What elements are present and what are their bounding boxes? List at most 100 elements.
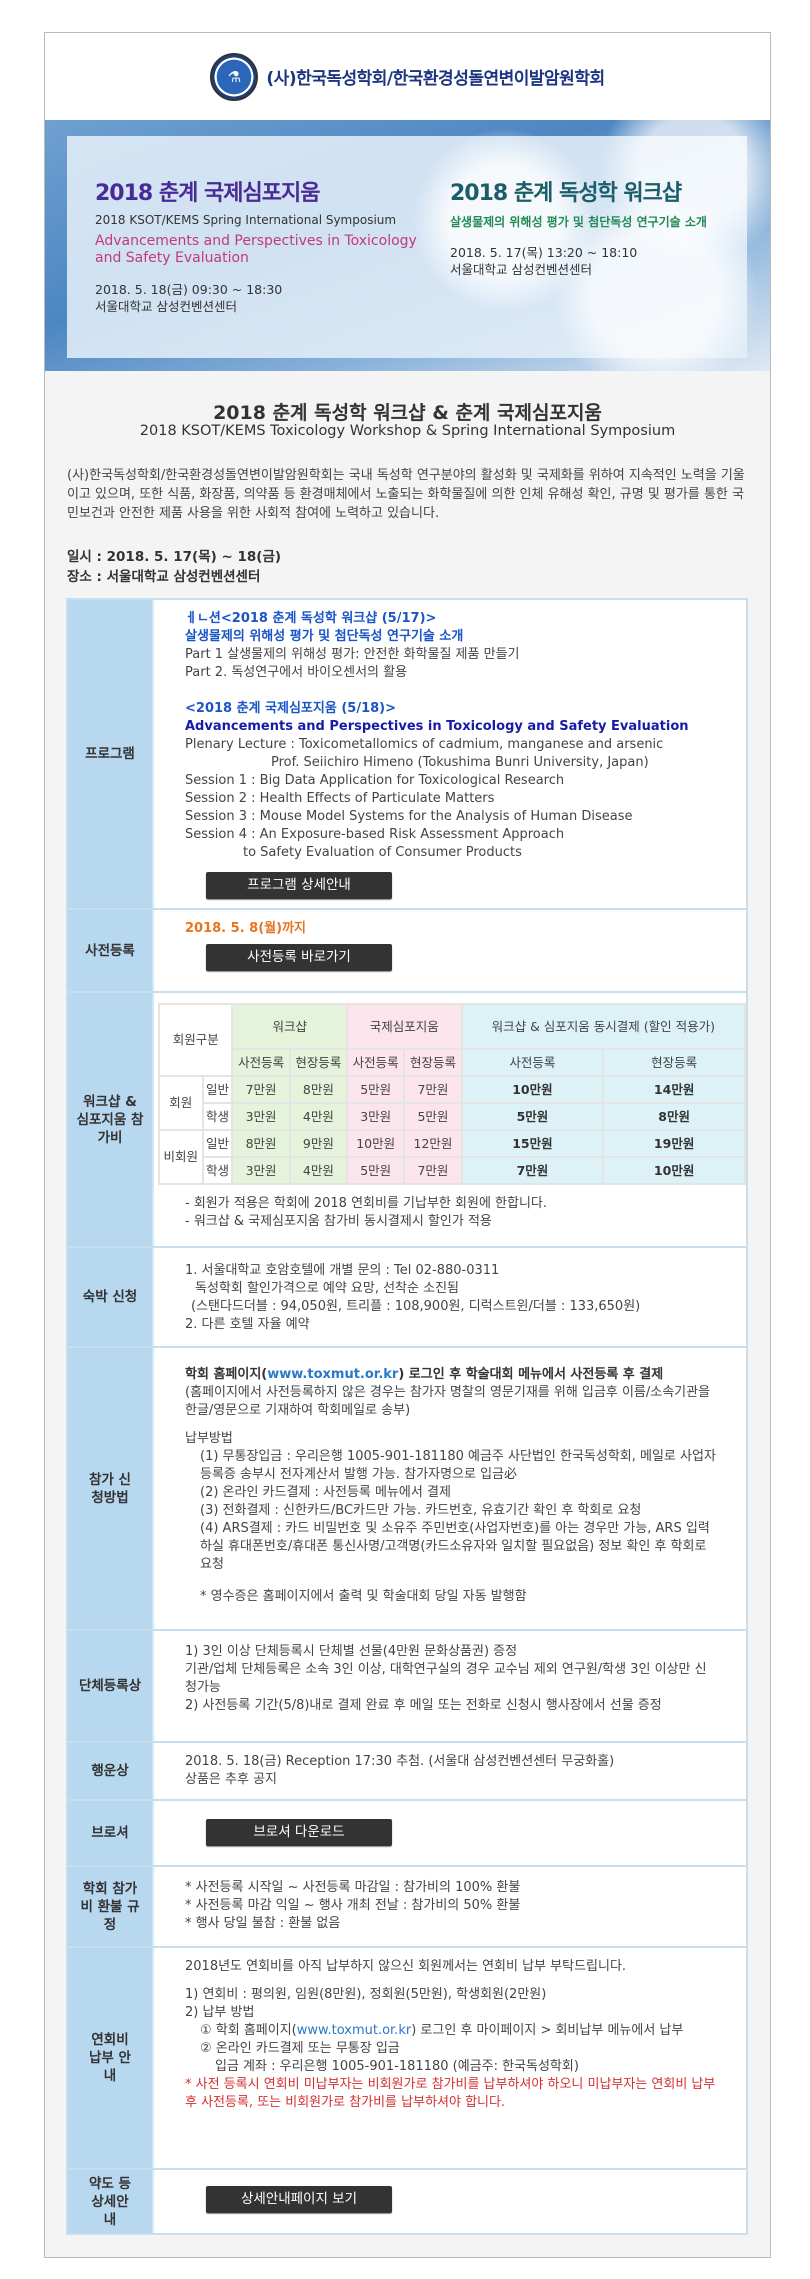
row-annual-dues: 연회비 납부 안내 2018년도 연회비를 아직 납부하지 않으신 회원께서는 …: [68, 1948, 746, 2170]
fee-cell: 14만원: [602, 1075, 746, 1104]
homepage-link[interactable]: www.toxmut.or.kr: [267, 1367, 399, 1382]
fee-cell: 8만원: [288, 1075, 349, 1104]
lodging-line: 2. 다른 호텔 자율 예약: [185, 1317, 310, 1332]
fee-row: 학생 3만원 4만원 3만원 5만원 5만원 8만원: [159, 1102, 746, 1131]
org-name: (사)한국독성학회/한국환경성돌연변이발암원학회: [266, 69, 605, 89]
fee-cell: 9만원: [288, 1129, 349, 1158]
brochure-download-button[interactable]: 브로셔 다운로드: [206, 1819, 392, 1846]
session: Session 3 : Mouse Model Systems for the …: [185, 809, 633, 824]
page-title: 2018 춘계 독성학 워크샵 & 춘계 국제심포지움: [213, 402, 602, 424]
banner-symposium-subtitle: 2018 KSOT/KEMS Spring International Symp…: [95, 213, 397, 227]
event-banner: 2018 춘계 국제심포지움 2018 KSOT/KEMS Spring Int…: [45, 120, 770, 371]
banner-workshop-title: 2018 춘계 독성학 워크샵: [450, 181, 682, 206]
event-venue: 장소 : 서울대학교 삼성컨벤션센터: [67, 569, 261, 585]
fee-cell: 5만원: [346, 1156, 406, 1185]
row-label: 프로그램: [68, 600, 154, 908]
banner-workshop-venue: 서울대학교 삼성컨벤션센터: [450, 262, 592, 277]
fee-row: 비회원 일반 8만원 9만원 10만원 12만원 15만원 19만원: [158, 1129, 746, 1185]
method: (1) 무통장입금 : 우리은행 1005-901-181180 예금주 사단법…: [200, 1449, 716, 1482]
plenary-lecture: Plenary Lecture : Toxicometallomics of c…: [185, 737, 664, 752]
fee-table: 회원구분 워크샵 국제심포지움 워크샵 & 심포지움 동시결제 (할인 적용가)…: [157, 1003, 747, 1185]
header-member-type: 회원구분: [157, 1003, 234, 1077]
refund-line: * 사전등록 마감 익일 ~ 행사 개최 전날 : 참가비의 50% 환불: [185, 1898, 521, 1913]
fee-row: 학생 3만원 4만원 5만원 7만원 7만원 10만원: [159, 1156, 746, 1185]
fee-cell: 12만원: [403, 1129, 463, 1158]
intro-paragraph: (사)한국독성학회/한국환경성돌연변이발암원학회는 국내 독성학 연구분야의 활…: [67, 468, 745, 521]
methods-title: 납부방법: [185, 1431, 233, 1446]
kind-student: 학생: [201, 1156, 234, 1185]
fee-cell: 15만원: [460, 1129, 605, 1158]
header-combined: 워크샵 & 심포지움 동시결제 (할인 적용가): [460, 1003, 747, 1050]
row-label: 단체등록상: [68, 1631, 154, 1741]
method: (2) 온라인 카드결제 : 사전등록 메뉴에서 결제: [200, 1485, 451, 1500]
lucky-line: 2018. 5. 18(금) Reception 17:30 추첨. (서울대 …: [185, 1754, 615, 1769]
fee-cell: 8만원: [231, 1129, 291, 1158]
fee-cell: 4만원: [288, 1102, 349, 1131]
row-fees: 워크샵 & 심포지움 참가비 회원구분 워크샵 국제심포지움 워크샵 & 심포지…: [68, 993, 747, 1248]
cherry-blossom-image: [390, 120, 770, 371]
fee-note: - 워크샵 & 국제심포지움 참가비 동시결제시 할인가 적용: [185, 1214, 492, 1229]
workshop-heading: ㅔㄴ션<2018 춘계 독성학 워크샵 (5/17)>: [185, 611, 437, 626]
fee-cell: 10만원: [460, 1075, 605, 1104]
receipt-note: * 영수증은 홈페이지에서 출력 및 학술대회 당일 자동 발행함: [200, 1589, 527, 1604]
lodging-line: 1. 서울대학교 호암호텔에 개별 문의 : Tel 02-880-0311: [185, 1263, 500, 1278]
row-brochure: 브로셔 브로셔 다운로드: [68, 1801, 746, 1867]
fee-cell: 7만원: [231, 1075, 291, 1104]
banner-symposium: 2018 춘계 국제심포지움 2018 KSOT/KEMS Spring Int…: [95, 175, 435, 315]
banner-symposium-theme: Advancements and Perspectives in Toxicol…: [95, 233, 417, 266]
fee-cell: 10만원: [602, 1156, 746, 1185]
header-pre: 사전등록: [231, 1048, 291, 1077]
fee-cell: 7만원: [460, 1156, 605, 1185]
session: Session 1 : Big Data Application for Tox…: [185, 773, 565, 788]
group-member: 회원: [158, 1075, 204, 1131]
fee-cell: 10만원: [346, 1129, 406, 1158]
dues-method-1-cont: ) 로그인 후 마이페이지 > 회비납부 메뉴에서 납부: [411, 2023, 684, 2038]
header-onsite: 현장등록: [602, 1048, 746, 1077]
row-label: 워크샵 & 심포지움 참가비: [68, 993, 154, 1246]
fee-cell: 3만원: [346, 1102, 406, 1131]
fee-cell: 7만원: [403, 1156, 463, 1185]
details-page-button[interactable]: 상세안내페이지 보기: [206, 2186, 392, 2213]
header-workshop: 워크샵: [231, 1003, 349, 1050]
dues-method-2: ② 온라인 카드결제 또는 무통장 입금: [200, 2041, 400, 2056]
banner-workshop-subtitle: 살생물제의 위해성 평가 및 첨단독성 연구기술 소개: [450, 215, 707, 229]
fee-cell: 3만원: [231, 1102, 291, 1131]
session: Session 2 : Health Effects of Particulat…: [185, 791, 495, 806]
banner-workshop: 2018 춘계 독성학 워크샵 살생물제의 위해성 평가 및 첨단독성 연구기술…: [450, 175, 750, 278]
group-line: 1) 3인 이상 단체등록시 단체별 선물(4만원 문화상품권) 증정: [185, 1644, 518, 1659]
society-logo: ⚗: [210, 52, 259, 101]
fee-cell: 5만원: [346, 1075, 406, 1104]
header-pre: 사전등록: [460, 1048, 605, 1077]
program-details-button[interactable]: 프로그램 상세안내: [206, 872, 392, 899]
kind-general: 일반: [201, 1075, 234, 1104]
dues-warning: * 사전 등록시 연회비 미납부자는 비회원가로 참가비를 납부하셔야 하오니 …: [185, 2077, 716, 2110]
kind-general: 일반: [201, 1129, 234, 1158]
group-nonmember: 비회원: [158, 1129, 204, 1185]
row-lodging: 숙박 신청 1. 서울대학교 호암호텔에 개별 문의 : Tel 02-880-…: [68, 1248, 746, 1348]
workshop-part: Part 2. 독성연구에서 바이오센서의 활용: [185, 665, 408, 680]
method: (4) ARS결제 : 카드 비밀번호 및 소유주 주민번호(사업자번호)를 아…: [200, 1521, 710, 1572]
logo-icon: ⚗: [227, 67, 242, 86]
fee-cell: 5만원: [460, 1102, 605, 1131]
header-pre: 사전등록: [346, 1048, 406, 1077]
symposium-heading: <2018 춘계 국제심포지움 (5/18)>: [185, 701, 396, 716]
dues-method-1: ① 학회 홈페이지(: [200, 2023, 297, 2038]
header: ⚗ (사)한국독성학회/한국환경성돌연변이발암원학회: [45, 33, 770, 120]
banner-symposium-date: 2018. 5. 18(금) 09:30 ~ 18:30: [95, 282, 283, 297]
banner-symposium-title: 2018 춘계 국제심포지움: [95, 181, 320, 206]
apply-heading: 학회 홈페이지(: [185, 1367, 268, 1382]
page-subtitle: 2018 KSOT/KEMS Toxicology Workshop & Spr…: [139, 423, 676, 439]
homepage-link[interactable]: www.toxmut.or.kr: [296, 2023, 412, 2038]
prereg-button[interactable]: 사전등록 바로가기: [206, 944, 392, 971]
banner-symposium-venue: 서울대학교 삼성컨벤션센터: [95, 299, 237, 314]
row-program: 프로그램 ㅔㄴ션<2018 춘계 독성학 워크샵 (5/17)> 살생물제의 위…: [68, 600, 746, 910]
session-continued: to Safety Evaluation of Consumer Product…: [243, 845, 522, 860]
lodging-line: (스탠다드더블 : 94,050원, 트리플 : 108,900원, 디럭스트윈…: [191, 1299, 641, 1314]
lucky-line: 상품은 추후 공지: [185, 1772, 277, 1787]
symposium-subheading: Advancements and Perspectives in Toxicol…: [185, 719, 689, 734]
workshop-subheading: 살생물제의 위해성 평가 및 첨단독성 연구기술 소개: [185, 629, 464, 644]
plenary-speaker: Prof. Seiichiro Himeno (Tokushima Bunri …: [271, 755, 649, 770]
row-label: 행운상: [68, 1743, 154, 1799]
dues-method-title: 2) 납부 방법: [185, 2005, 255, 2020]
fee-cell: 7만원: [403, 1075, 463, 1104]
